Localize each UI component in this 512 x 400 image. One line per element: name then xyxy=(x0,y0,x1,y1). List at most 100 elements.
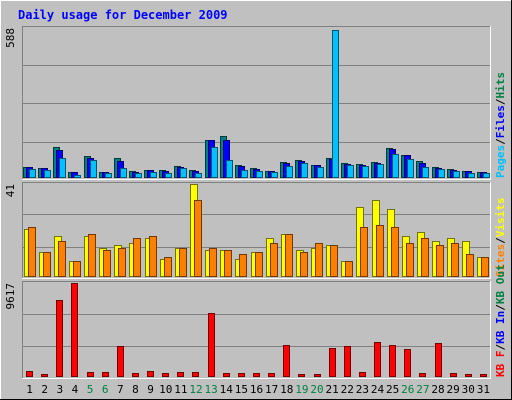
bar-pages-day-30 xyxy=(468,173,475,178)
bar-pages-day-19 xyxy=(301,163,308,178)
x-tick-label: 18 xyxy=(280,383,293,396)
x-tick-label: 9 xyxy=(147,383,154,396)
bar-pages-day-18 xyxy=(286,166,293,178)
bar-sites-day-9 xyxy=(149,236,157,277)
x-tick-label: 27 xyxy=(416,383,429,396)
legend-word: KB Out xyxy=(494,264,507,304)
bar-pages-day-8 xyxy=(135,173,142,178)
bar-pages-day-7 xyxy=(120,168,127,178)
bar-kbf-day-9 xyxy=(147,371,154,377)
bar-pages-day-22 xyxy=(347,165,354,178)
ymax-label-hits: 588 xyxy=(4,28,17,48)
bar-kbf-day-27 xyxy=(419,373,426,377)
bar-kbf-day-22 xyxy=(344,346,351,377)
bar-sites-day-24 xyxy=(376,225,384,277)
bar-sites-day-25 xyxy=(391,227,399,277)
bar-kbf-day-3 xyxy=(56,300,63,377)
ymax-label-visits: 41 xyxy=(4,184,17,197)
bar-pages-day-15 xyxy=(241,170,248,178)
bar-kbf-day-18 xyxy=(283,345,290,377)
bar-pages-day-23 xyxy=(362,166,369,178)
bar-sites-day-17 xyxy=(270,243,278,277)
bar-kbf-day-1 xyxy=(26,371,33,377)
bar-sites-day-18 xyxy=(285,234,293,277)
legend-hits-files-pages: Pages/Files/Hits xyxy=(494,72,507,178)
x-tick-label: 29 xyxy=(447,383,460,396)
x-tick-label: 15 xyxy=(235,383,248,396)
bar-sites-day-31 xyxy=(481,257,489,277)
bar-kbf-day-15 xyxy=(238,373,245,377)
legend-word: / xyxy=(494,304,507,311)
x-tick-label: 22 xyxy=(341,383,354,396)
bar-pages-day-9 xyxy=(150,172,157,178)
bar-pages-day-13 xyxy=(211,147,218,178)
bar-sites-day-6 xyxy=(103,250,111,277)
bar-sites-day-30 xyxy=(466,254,474,277)
x-tick-label: 14 xyxy=(220,383,234,396)
bar-pages-day-2 xyxy=(44,170,51,178)
x-tick-label: 1 xyxy=(26,383,33,396)
bar-sites-day-7 xyxy=(118,248,126,277)
bar-kbf-day-12 xyxy=(192,372,199,377)
x-tick-label: 4 xyxy=(72,383,79,396)
plot-area-kbytes xyxy=(22,281,491,379)
bar-pages-day-1 xyxy=(29,169,36,178)
bar-sites-day-2 xyxy=(43,252,51,277)
bar-kbf-day-17 xyxy=(268,373,275,377)
legend-word: / xyxy=(494,138,507,145)
x-tick-label: 7 xyxy=(117,383,124,396)
legend-word: / xyxy=(494,237,507,244)
bar-pages-day-5 xyxy=(90,160,97,178)
bar-kbf-day-31 xyxy=(480,374,487,377)
bar-kbf-day-24 xyxy=(374,342,381,377)
legend-word: Visits xyxy=(494,198,507,238)
bar-kbf-day-20 xyxy=(314,374,321,377)
x-tick-label: 13 xyxy=(204,383,217,396)
bar-sites-day-11 xyxy=(179,248,187,277)
bar-sites-day-1 xyxy=(28,227,36,277)
bar-sites-day-16 xyxy=(255,252,263,277)
bar-kbf-day-19 xyxy=(298,374,305,377)
x-tick-label: 31 xyxy=(477,383,490,396)
x-tick-label: 21 xyxy=(326,383,339,396)
bar-pages-day-26 xyxy=(407,159,414,178)
bar-kbf-day-14 xyxy=(223,373,230,377)
x-tick-label: 10 xyxy=(159,383,172,396)
bar-sites-day-4 xyxy=(73,261,81,277)
bar-sites-day-21 xyxy=(330,245,338,277)
bar-kbf-day-4 xyxy=(71,283,78,377)
bar-sites-day-19 xyxy=(300,252,308,277)
x-tick-label: 3 xyxy=(57,383,64,396)
bar-pages-day-11 xyxy=(180,168,187,178)
chart-title: Daily usage for December 2009 xyxy=(18,8,228,22)
bar-pages-day-20 xyxy=(317,167,324,178)
x-tick-label: 24 xyxy=(371,383,385,396)
bar-kbf-day-30 xyxy=(465,374,472,377)
x-tick-label: 8 xyxy=(132,383,139,396)
bar-kbf-day-16 xyxy=(253,373,260,377)
bar-pages-day-6 xyxy=(105,173,112,178)
bar-kbf-day-28 xyxy=(435,343,442,377)
x-tick-label: 28 xyxy=(431,383,444,396)
legend-word: / xyxy=(494,98,507,105)
bar-pages-day-4 xyxy=(74,175,81,178)
bar-kbf-day-29 xyxy=(450,373,457,377)
bar-pages-day-21 xyxy=(332,30,339,178)
legend-word: Pages xyxy=(494,145,507,178)
x-tick-label: 19 xyxy=(295,383,308,396)
x-tick-label: 20 xyxy=(310,383,323,396)
x-tick-label: 6 xyxy=(102,383,109,396)
bar-pages-day-10 xyxy=(165,173,172,178)
bar-kbf-day-2 xyxy=(41,374,48,377)
x-tick-label: 5 xyxy=(87,383,94,396)
x-tick-label: 16 xyxy=(250,383,263,396)
bar-sites-day-10 xyxy=(164,257,172,277)
bar-sites-day-8 xyxy=(133,238,141,277)
legend-word: Files xyxy=(494,105,507,138)
bar-pages-day-14 xyxy=(226,160,233,178)
panel-hits-files-pages xyxy=(22,26,491,180)
bar-sites-day-20 xyxy=(315,243,323,277)
x-tick-label: 17 xyxy=(265,383,278,396)
x-tick-label: 30 xyxy=(462,383,475,396)
legend-word: KB F xyxy=(494,351,507,378)
